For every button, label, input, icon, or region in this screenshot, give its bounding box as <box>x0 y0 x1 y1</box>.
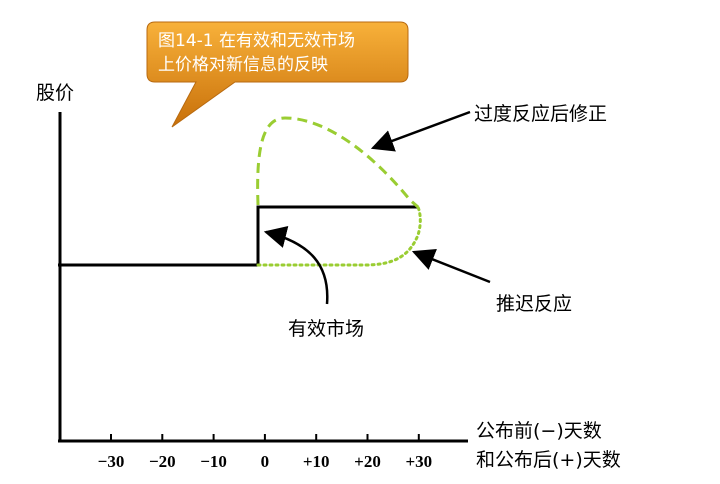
delayed-reaction-curve <box>256 205 422 267</box>
axes: 股价 公布前(−)天数 和公布后(+)天数 <box>36 82 621 471</box>
callout-line2: 上价格对新信息的反映 <box>158 55 328 75</box>
x-tick-label: 0 <box>261 452 270 471</box>
efficient-label: 有效市场 <box>288 318 364 340</box>
delayed-label: 推迟反应 <box>496 293 572 315</box>
x-tick-label: −30 <box>98 452 125 471</box>
y-axis-label: 股价 <box>36 82 74 104</box>
x-axis-label-line2: 和公布后(+)天数 <box>476 449 621 471</box>
overreaction-curve <box>256 116 419 209</box>
x-tick-label: +20 <box>354 452 381 471</box>
x-tick-label: −20 <box>149 452 176 471</box>
callout-bubble <box>146 21 409 128</box>
overreaction-label: 过度反应后修正 <box>474 103 607 125</box>
callout: 图14-1 在有效和无效市场 上价格对新信息的反映 <box>146 21 409 128</box>
x-tick-label: −10 <box>200 452 227 471</box>
x-ticks: −30 −20 −10 0 +10 +20 +30 <box>98 434 432 471</box>
overreaction-arrow <box>370 110 471 152</box>
x-axis-label-line1: 公布前(−)天数 <box>476 420 602 442</box>
efficient-market-line <box>58 205 418 267</box>
x-tick-label: +10 <box>303 452 330 471</box>
callout-line1: 图14-1 在有效和无效市场 <box>158 31 355 51</box>
efficient-arrow <box>263 226 329 305</box>
x-tick-label: +30 <box>405 452 432 471</box>
delayed-arrow <box>411 248 491 284</box>
step-line <box>58 205 418 267</box>
